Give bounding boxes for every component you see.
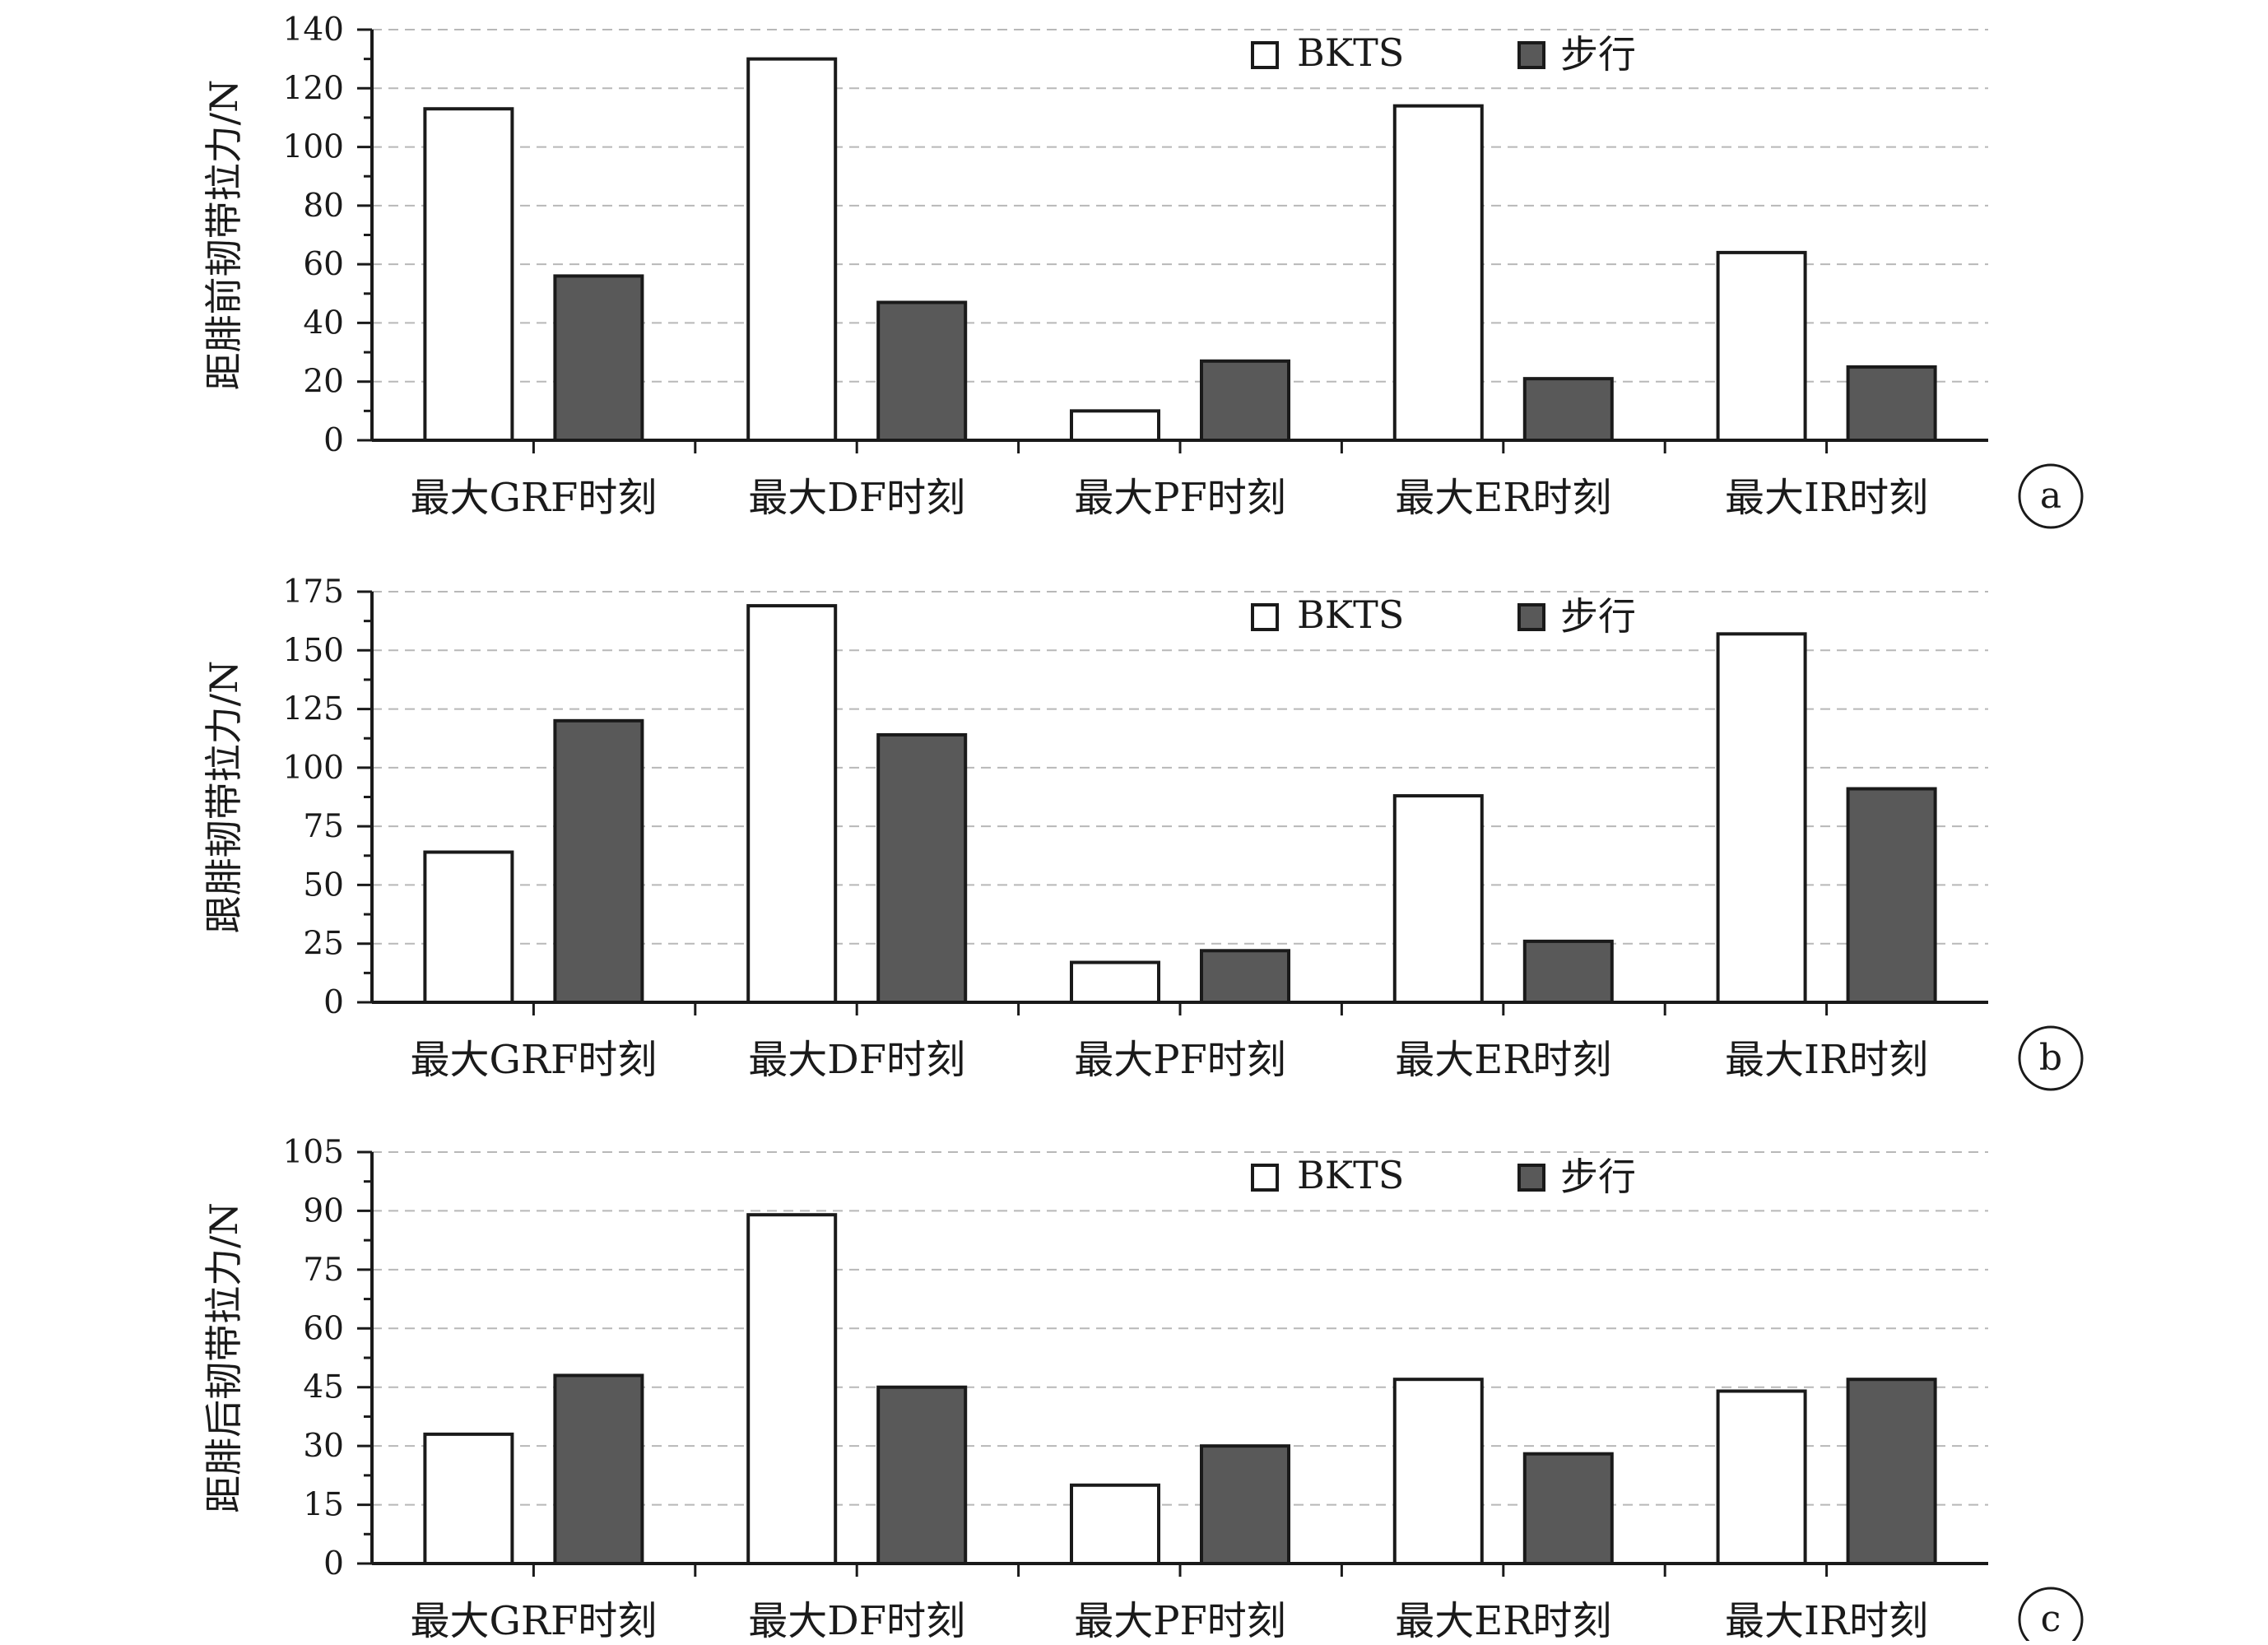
legend-label-bkts: BKTS <box>1297 592 1404 637</box>
y-axis-label: 距腓前韧带拉力/N <box>202 80 246 391</box>
y-tick-label: 75 <box>303 1252 344 1289</box>
bar-walk-2 <box>876 732 968 1004</box>
bar-bkts-1 <box>423 850 514 1004</box>
legend-label-walk: 步行 <box>1560 594 1636 639</box>
y-tick-label: 90 <box>303 1192 344 1229</box>
y-tick-label: 0 <box>323 1545 344 1582</box>
category-label: 最大IR时刻 <box>1725 1037 1928 1083</box>
category-label: 最大PF时刻 <box>1074 475 1286 521</box>
category-label: 最大ER时刻 <box>1395 475 1611 521</box>
legend-swatch-bkts <box>1251 1164 1279 1192</box>
y-tick-label: 60 <box>303 246 344 283</box>
bar-walk-4 <box>1522 377 1614 442</box>
legend-label-bkts: BKTS <box>1297 30 1404 75</box>
bar-bkts-3 <box>1070 409 1160 443</box>
y-tick-label: 100 <box>283 750 344 787</box>
y-tick-label: 125 <box>283 691 344 728</box>
bar-walk-3 <box>1200 1444 1290 1565</box>
legend-label-walk: 步行 <box>1560 32 1636 77</box>
y-axis-label: 跟腓韧带拉力/N <box>202 661 246 934</box>
category-label: 最大ER时刻 <box>1395 1037 1611 1083</box>
bar-bkts-3 <box>1070 1483 1160 1566</box>
panel-letter-circle <box>2018 1587 2084 1645</box>
category-label: 最大GRF时刻 <box>411 1598 658 1641</box>
bar-walk-1 <box>553 274 644 442</box>
category-label: 最大GRF时刻 <box>411 1037 658 1083</box>
y-tick-label: 150 <box>283 632 344 669</box>
bar-bkts-2 <box>746 1213 838 1565</box>
bar-walk-4 <box>1522 1452 1614 1565</box>
bar-walk-5 <box>1846 787 1937 1005</box>
bar-walk-1 <box>553 1373 644 1566</box>
bar-walk-2 <box>876 300 968 442</box>
y-tick-label: 25 <box>303 926 344 963</box>
bar-walk-3 <box>1200 949 1290 1004</box>
category-label: 最大ER时刻 <box>1395 1598 1611 1641</box>
bar-bkts-1 <box>423 107 514 442</box>
bar-bkts-4 <box>1392 1378 1484 1565</box>
category-label: 最大PF时刻 <box>1074 1598 1286 1641</box>
y-tick-label: 15 <box>303 1487 344 1524</box>
y-tick-label: 45 <box>303 1369 344 1406</box>
y-axis-label: 距腓后韧带拉力/N <box>202 1202 246 1513</box>
panel-letter: a <box>2040 475 2061 517</box>
y-tick-label: 120 <box>283 70 344 107</box>
bar-bkts-5 <box>1716 250 1807 442</box>
panel-letter-circle <box>2018 463 2084 529</box>
legend-label-bkts: BKTS <box>1297 1153 1404 1197</box>
legend-swatch-walk <box>1517 603 1545 631</box>
y-tick-label: 40 <box>303 304 344 342</box>
bar-bkts-4 <box>1392 104 1484 443</box>
panel-letter: c <box>2041 1598 2061 1640</box>
bar-bkts-2 <box>746 57 838 443</box>
bar-walk-3 <box>1200 359 1290 442</box>
bar-walk-5 <box>1846 1378 1937 1565</box>
bar-walk-4 <box>1522 939 1614 1005</box>
bar-walk-2 <box>876 1385 968 1565</box>
bar-bkts-3 <box>1070 960 1160 1005</box>
bar-walk-5 <box>1846 365 1937 442</box>
category-label: 最大DF时刻 <box>748 1037 965 1083</box>
legend-swatch-walk <box>1517 41 1545 69</box>
category-label: 最大PF时刻 <box>1074 1037 1286 1083</box>
bar-bkts-2 <box>746 604 838 1004</box>
bar-bkts-1 <box>423 1432 514 1566</box>
y-tick-label: 60 <box>303 1310 344 1347</box>
panel-letter: b <box>2039 1037 2062 1079</box>
chart-panel-c: 0 15 30 45 60 75 90 105 最大GRF时刻 最大DF时刻 最大PF时刻 最大ER时… <box>202 1134 2084 1645</box>
y-tick-label: 20 <box>303 364 344 401</box>
y-tick-label: 30 <box>303 1428 344 1465</box>
y-tick-label: 75 <box>303 808 344 845</box>
y-tick-label: 100 <box>283 129 344 166</box>
y-tick-label: 175 <box>283 574 344 611</box>
legend-swatch-bkts <box>1251 603 1279 631</box>
y-tick-label: 140 <box>283 12 344 49</box>
y-tick-label: 0 <box>323 422 344 459</box>
legend-swatch-bkts <box>1251 41 1279 69</box>
category-label: 最大DF时刻 <box>748 475 965 521</box>
category-label: 最大IR时刻 <box>1725 475 1928 521</box>
y-tick-label: 80 <box>303 188 344 225</box>
panel-letter-circle <box>2018 1025 2084 1091</box>
y-tick-label: 50 <box>303 867 344 904</box>
category-label: 最大IR时刻 <box>1725 1598 1928 1641</box>
category-label: 最大GRF时刻 <box>411 475 658 521</box>
bar-walk-1 <box>553 718 644 1004</box>
bar-bkts-5 <box>1716 632 1807 1005</box>
chart-panel-a: 0 20 40 60 80 100 120 140 最大GRF时刻 最大DF时刻 最大PF时刻 最大E… <box>202 12 2084 529</box>
bar-bkts-4 <box>1392 794 1484 1004</box>
y-tick-label: 0 <box>323 984 344 1021</box>
bar-bkts-5 <box>1716 1389 1807 1565</box>
y-tick-label: 105 <box>283 1134 344 1171</box>
chart-panel-b: 0 25 50 75 100 125 150 175 最大GRF时刻 最大DF时刻 最大PF时刻 最大… <box>202 574 2084 1091</box>
legend-swatch-walk <box>1517 1164 1545 1192</box>
category-label: 最大DF时刻 <box>748 1598 965 1641</box>
legend-label-walk: 步行 <box>1560 1155 1636 1199</box>
